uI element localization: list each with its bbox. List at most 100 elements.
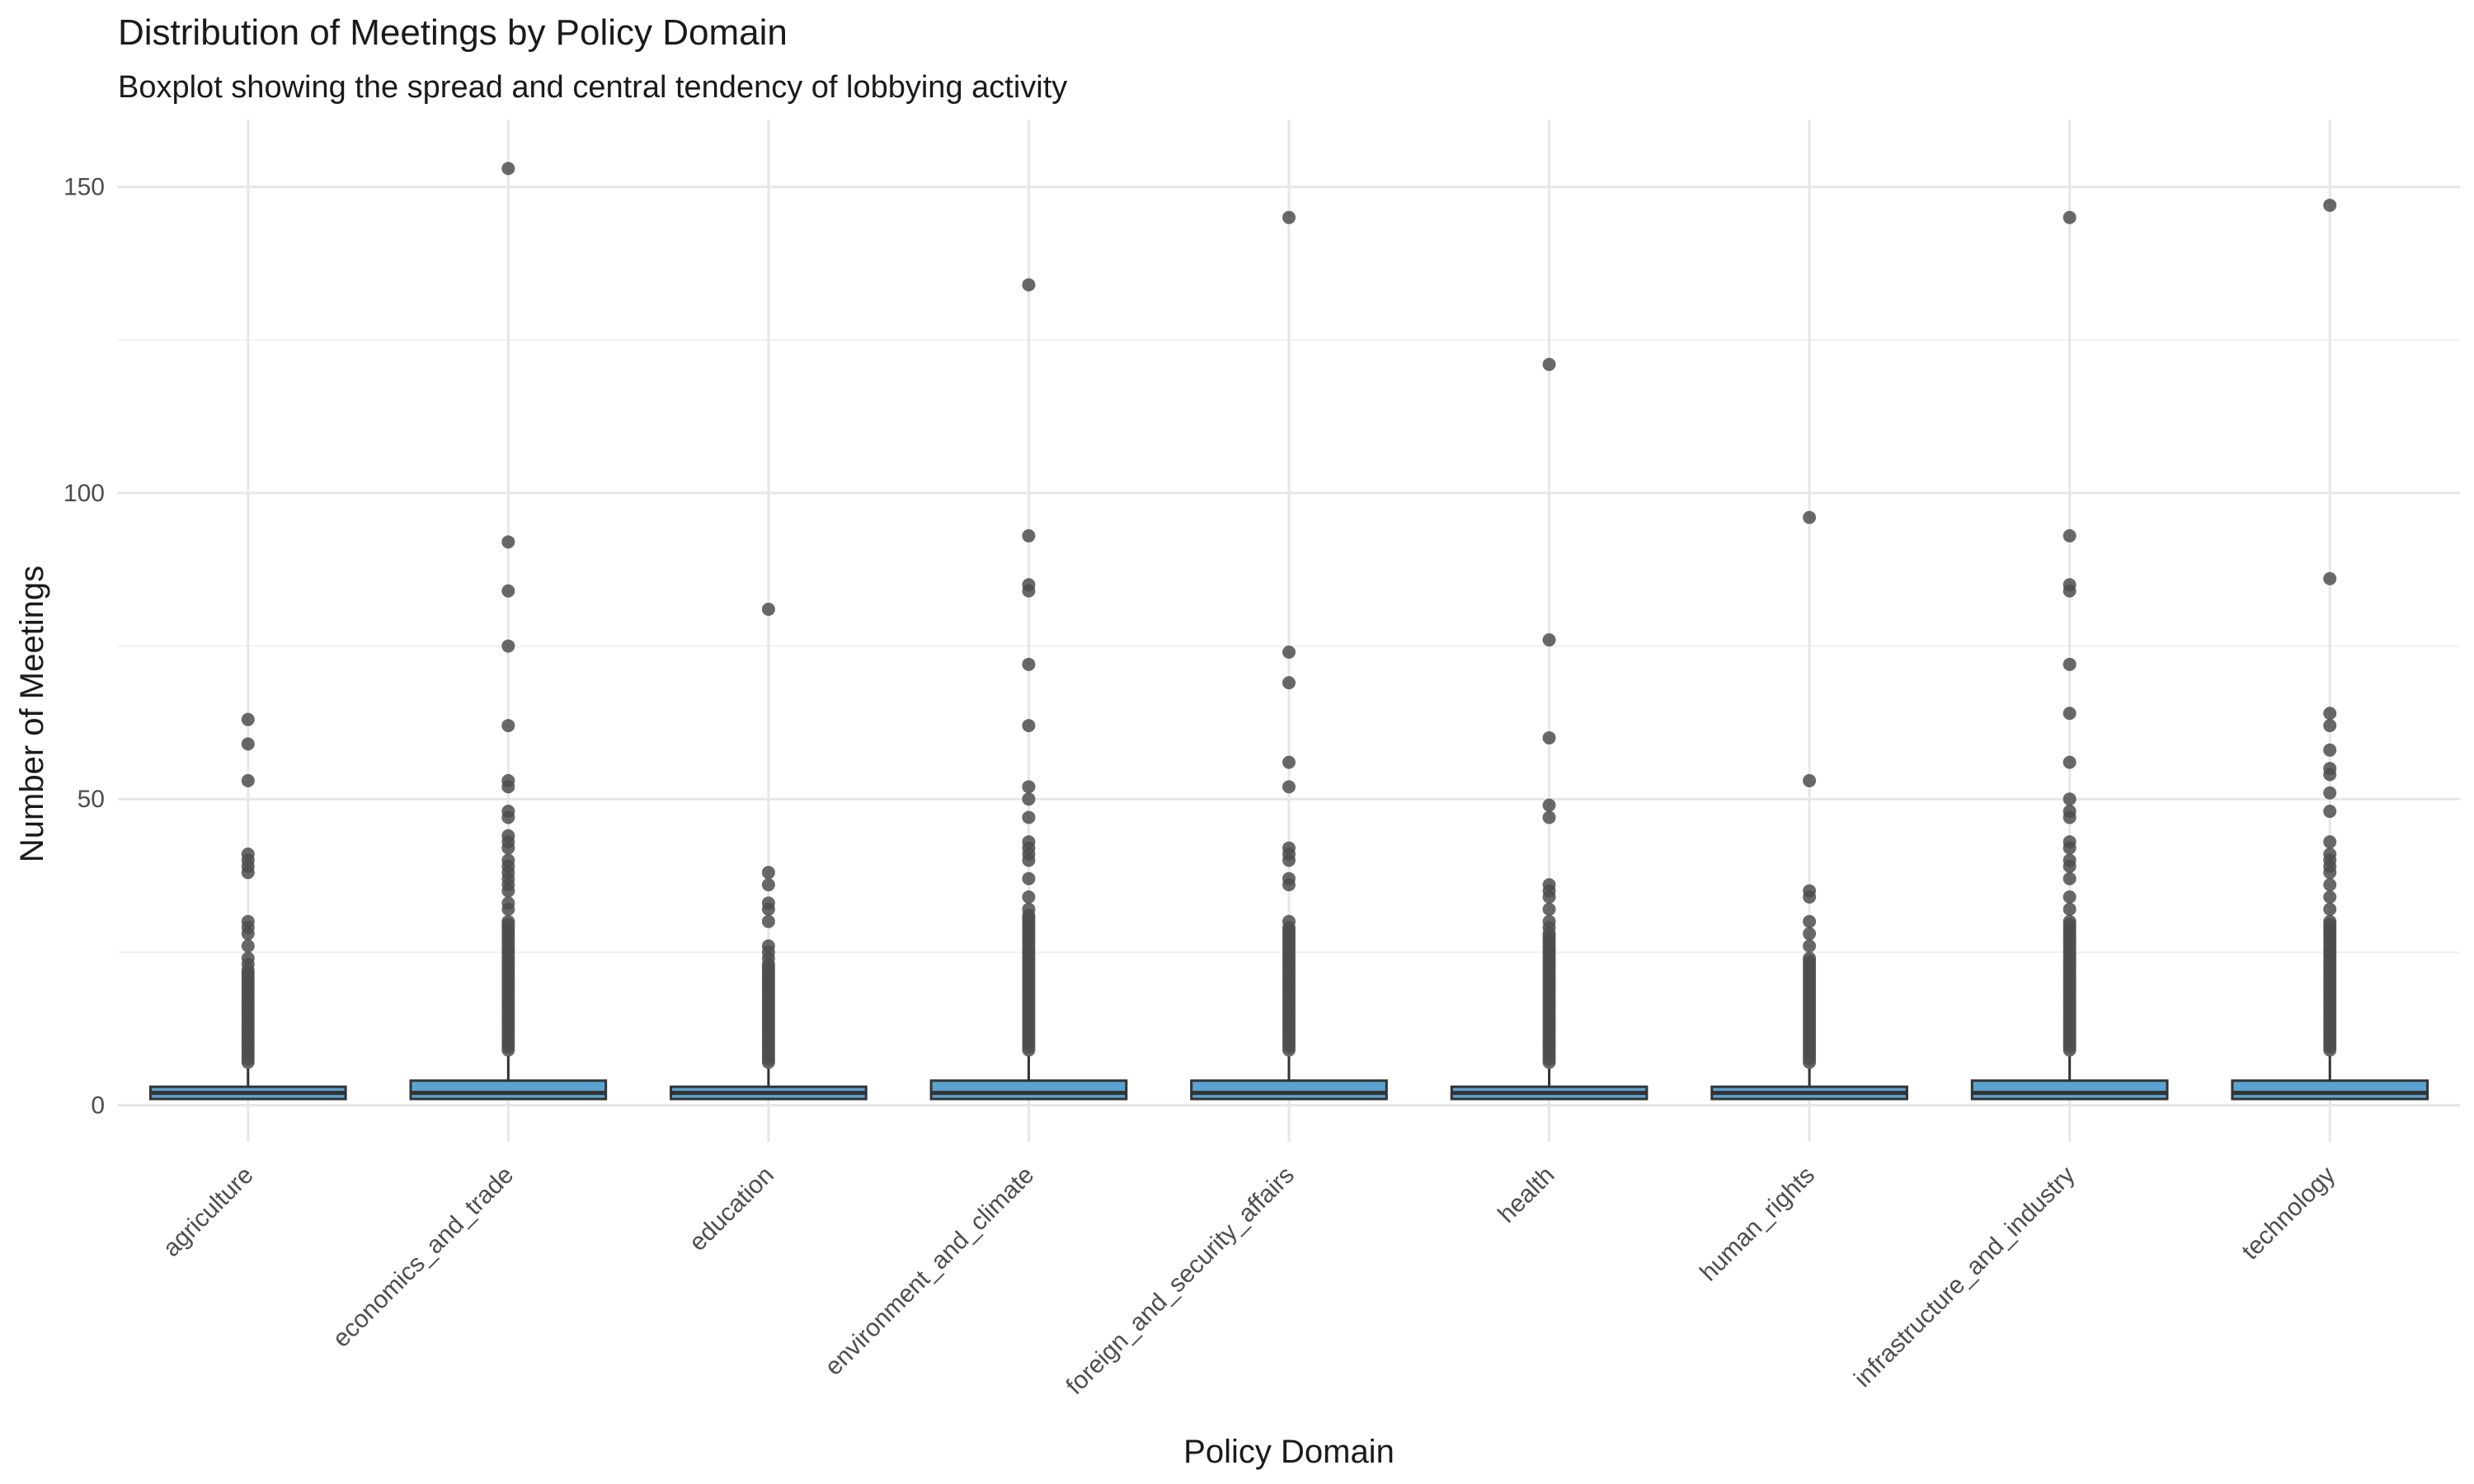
outlier-point <box>761 866 775 880</box>
outlier-point <box>1803 927 1817 941</box>
outlier-point <box>1803 773 1817 787</box>
outlier-point <box>241 737 255 751</box>
x-tick-label: foreign_and_security_affairs <box>1061 1162 1299 1400</box>
outlier-point <box>2323 762 2337 776</box>
x-tick-label: health <box>1493 1162 1559 1228</box>
outlier-point <box>1282 755 1296 769</box>
outlier-point <box>1022 792 1036 806</box>
outlier-point <box>2323 890 2337 904</box>
outlier-point <box>2062 890 2077 904</box>
outlier-point <box>501 853 515 867</box>
outlier-point <box>1803 884 1817 898</box>
outlier-point <box>1282 914 1296 928</box>
outlier-point <box>1542 358 1556 372</box>
outlier-point <box>1542 914 1556 928</box>
outlier-point <box>1282 210 1296 224</box>
box <box>1190 1079 1388 1101</box>
outlier-point <box>2062 528 2077 542</box>
outlier-point <box>2323 743 2337 757</box>
x-axis-title: Policy Domain <box>1183 1434 1395 1470</box>
outlier-point <box>2323 848 2337 862</box>
outlier-point <box>1022 871 1036 885</box>
outlier-point <box>2323 571 2337 585</box>
outlier-point <box>2062 578 2077 592</box>
outlier-point <box>2062 707 2077 721</box>
outlier-point <box>1542 633 1556 647</box>
outlier-point <box>1022 719 1036 733</box>
outlier-point <box>761 603 775 617</box>
chart-subtitle: Boxplot showing the spread and central t… <box>118 70 1067 105</box>
outlier-point <box>2062 805 2077 819</box>
outlier-point <box>1022 528 1036 542</box>
outlier-point <box>241 951 255 965</box>
chart-title: Distribution of Meetings by Policy Domai… <box>118 12 788 53</box>
outlier-point <box>501 535 515 549</box>
outlier-point <box>1803 939 1817 953</box>
box-group-education <box>670 1068 868 1101</box>
outlier-point <box>2323 914 2337 928</box>
outlier-point <box>1282 645 1296 659</box>
box <box>2231 1079 2429 1101</box>
x-tick-label: human_rights <box>1695 1162 1820 1287</box>
outlier-point <box>761 939 775 953</box>
y-tick-label: 100 <box>63 480 105 507</box>
box-group-health <box>1450 1068 1649 1101</box>
outlier-point <box>501 773 515 787</box>
y-tick-label: 0 <box>91 1092 105 1119</box>
outlier-point <box>2323 707 2337 721</box>
outlier-point <box>1542 730 1556 744</box>
outlier-point <box>1022 657 1036 671</box>
outlier-point <box>241 939 255 953</box>
outlier-point <box>1803 510 1817 524</box>
outlier-point <box>2323 719 2337 733</box>
outlier-point <box>761 914 775 928</box>
x-tick-label: infrastructure_and_industry <box>1849 1162 2080 1392</box>
x-tick-label: economics_and_trade <box>327 1162 519 1353</box>
outlier-point <box>241 712 255 726</box>
outlier-point <box>2062 792 2077 806</box>
outlier-point <box>1282 676 1296 690</box>
outlier-point <box>2062 871 2077 885</box>
box-group-infrastructure_and_industry <box>1970 1056 2169 1101</box>
outlier-point <box>1542 798 1556 812</box>
box-group-agriculture <box>148 1068 347 1101</box>
outlier-point <box>2062 657 2077 671</box>
outlier-point <box>241 914 255 928</box>
outlier-point <box>2062 755 2077 769</box>
outlier-point <box>761 878 775 892</box>
outlier-point <box>501 914 515 928</box>
outlier-point <box>501 719 515 733</box>
outlier-point <box>501 162 515 176</box>
outlier-point <box>2323 835 2337 849</box>
box-group-environment_and_climate <box>929 1056 1128 1101</box>
x-tick-label: environment_and_climate <box>820 1162 1039 1381</box>
outlier-point <box>2323 786 2337 800</box>
outlier-point <box>2062 210 2077 224</box>
outlier-point <box>501 584 515 598</box>
outlier-point <box>241 773 255 787</box>
outlier-point <box>2323 878 2337 892</box>
outlier-point <box>1022 780 1036 794</box>
y-axis-title: Number of Meetings <box>14 566 50 862</box>
box-group-human_rights <box>1710 1068 1908 1101</box>
outlier-point <box>1022 835 1036 849</box>
box <box>1970 1079 2169 1101</box>
outlier-point <box>2062 853 2077 867</box>
outlier-point <box>241 848 255 862</box>
box <box>409 1079 608 1101</box>
outlier-point <box>1282 871 1296 885</box>
outlier-point <box>501 829 515 843</box>
outlier-point <box>2062 835 2077 849</box>
outlier-point <box>1022 902 1036 916</box>
outlier-point <box>761 896 775 910</box>
outlier-point <box>2323 198 2337 212</box>
outlier-point <box>2062 914 2077 928</box>
outlier-point <box>2323 805 2337 819</box>
outlier-point <box>1803 914 1817 928</box>
outlier-point <box>501 639 515 653</box>
outlier-point <box>501 805 515 819</box>
box-group-economics_and_trade <box>409 1056 608 1101</box>
outlier-point <box>1542 902 1556 916</box>
x-tick-label: technology <box>2236 1162 2340 1266</box>
